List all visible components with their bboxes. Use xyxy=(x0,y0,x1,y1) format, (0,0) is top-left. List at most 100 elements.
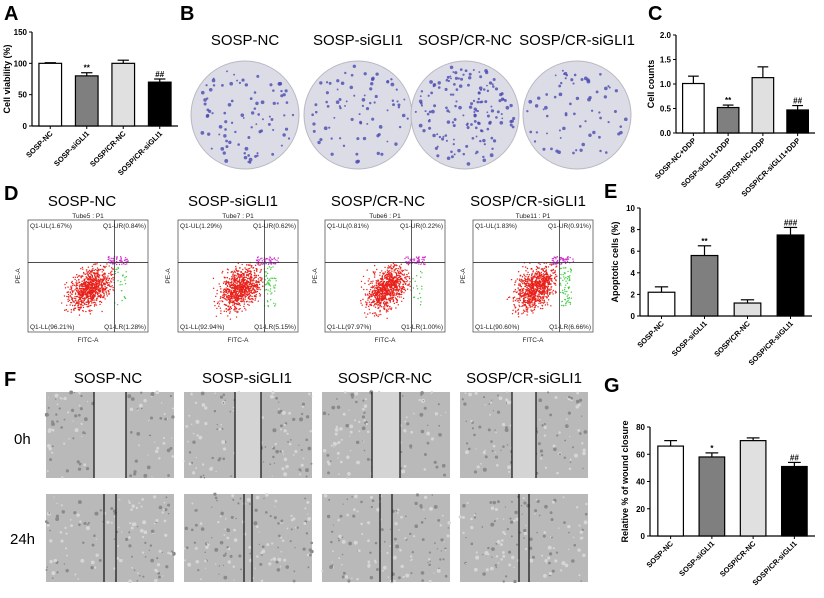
cell-texture xyxy=(483,396,486,399)
flow-event-ll xyxy=(236,296,239,299)
flow-event-ll xyxy=(384,287,387,289)
flow-event-ll xyxy=(524,285,526,288)
cell-texture xyxy=(403,464,407,468)
flow-event-ll xyxy=(517,300,520,302)
colony-mark xyxy=(312,122,316,126)
flow-event-ll xyxy=(398,283,401,286)
flow-event-ur xyxy=(109,259,111,261)
flow-event-ll xyxy=(246,300,248,303)
colony-mark xyxy=(268,115,271,118)
flow-event-ll xyxy=(379,297,381,299)
flow-event-ll xyxy=(513,305,516,307)
flow-event-ll xyxy=(397,295,399,298)
colony-mark xyxy=(580,78,584,82)
flow-event-ll xyxy=(229,297,231,300)
flow-event-ll xyxy=(96,267,99,269)
flow-event-ll xyxy=(229,294,231,297)
flow-event-lr xyxy=(566,278,569,280)
x-axis-label: FITC-A xyxy=(523,337,545,344)
flow-event-ur xyxy=(122,262,125,265)
plate-title: SOSP/CR-siGLI1 xyxy=(519,32,635,49)
colony-mark xyxy=(464,69,468,73)
flow-event-ll xyxy=(258,292,261,295)
flow-event-ll xyxy=(525,275,527,278)
flow-event-ur xyxy=(257,259,259,261)
cell-texture xyxy=(494,429,496,431)
cell-texture xyxy=(345,423,350,428)
flow-event-ll xyxy=(99,295,101,298)
flow-event-ll xyxy=(228,296,230,298)
flow-event-ll xyxy=(85,289,88,292)
flow-event-ll xyxy=(532,277,535,279)
flow-event-ll xyxy=(232,272,234,274)
flow-event-ll xyxy=(533,302,535,304)
flow-event-lr xyxy=(562,279,564,282)
flow-event-ll xyxy=(398,292,401,295)
flow-event-ll xyxy=(96,275,99,277)
flow-event-ur xyxy=(556,255,558,258)
cell-texture xyxy=(346,477,349,479)
flow-event-ll xyxy=(79,297,81,299)
flow-event-ll xyxy=(242,276,245,279)
cell-texture xyxy=(339,427,343,431)
cell-texture xyxy=(190,392,193,396)
flow-event-lr xyxy=(565,304,567,306)
cell-texture xyxy=(278,401,280,403)
colony-mark xyxy=(496,110,500,114)
flow-event-ll xyxy=(91,279,93,281)
flow-event-ll xyxy=(90,294,92,296)
flow-event-ll xyxy=(394,268,397,270)
flow-event-ll xyxy=(245,282,248,284)
flow-event-ll xyxy=(235,286,237,288)
flow-event-ll xyxy=(89,300,92,302)
flow-event-lr xyxy=(566,295,568,297)
flow-event-ll xyxy=(95,304,98,306)
flow-event-ll xyxy=(391,285,393,288)
flow-event-ll xyxy=(225,304,228,307)
flow-event-ur xyxy=(120,260,123,263)
cell-texture xyxy=(336,451,340,455)
flow-event-ll xyxy=(236,293,239,296)
flow-event-ur xyxy=(125,259,127,261)
flow-event-ll xyxy=(550,275,553,277)
cell-texture xyxy=(337,457,339,459)
flow-event-ll xyxy=(377,297,379,300)
flow-event-ll xyxy=(373,272,376,275)
flow-event-ll xyxy=(525,296,527,299)
flow-event-ll xyxy=(525,270,527,272)
colony-mark xyxy=(342,144,346,148)
cell-texture xyxy=(363,411,366,415)
flow-event-ll xyxy=(233,278,235,281)
flow-event-ll xyxy=(100,283,102,286)
flow-event-ll xyxy=(391,270,393,272)
colony-mark xyxy=(350,73,354,77)
flow-event-lr xyxy=(265,283,267,285)
flow-event-ll xyxy=(243,281,245,283)
cell-texture xyxy=(327,413,330,416)
flow-event-ll xyxy=(542,283,545,286)
colony-mark xyxy=(604,86,608,91)
cell-texture xyxy=(437,403,440,406)
flow-event-ll xyxy=(229,286,232,288)
flow-event-ll xyxy=(230,287,233,289)
cell-texture xyxy=(232,406,235,409)
flow-event-ll xyxy=(398,279,400,281)
flow-event-ur xyxy=(116,256,118,258)
cell-texture xyxy=(292,417,296,422)
flow-event-ll xyxy=(81,287,83,290)
flow-event-ll xyxy=(539,283,541,286)
cell-texture xyxy=(330,444,333,447)
colony-mark xyxy=(491,147,494,150)
cell-texture xyxy=(218,427,222,431)
colony-mark xyxy=(607,120,610,124)
colony-mark xyxy=(501,117,504,120)
flow-event-ll xyxy=(399,281,402,284)
flow-event-ll xyxy=(253,291,255,294)
flow-event-ur xyxy=(115,257,118,259)
flow-event-ll xyxy=(254,298,257,300)
flow-event-lr xyxy=(266,267,269,270)
flow-event-ll xyxy=(248,283,250,285)
flow-event-ll xyxy=(373,315,376,317)
cell-texture xyxy=(358,420,361,424)
cell-texture xyxy=(264,446,267,448)
